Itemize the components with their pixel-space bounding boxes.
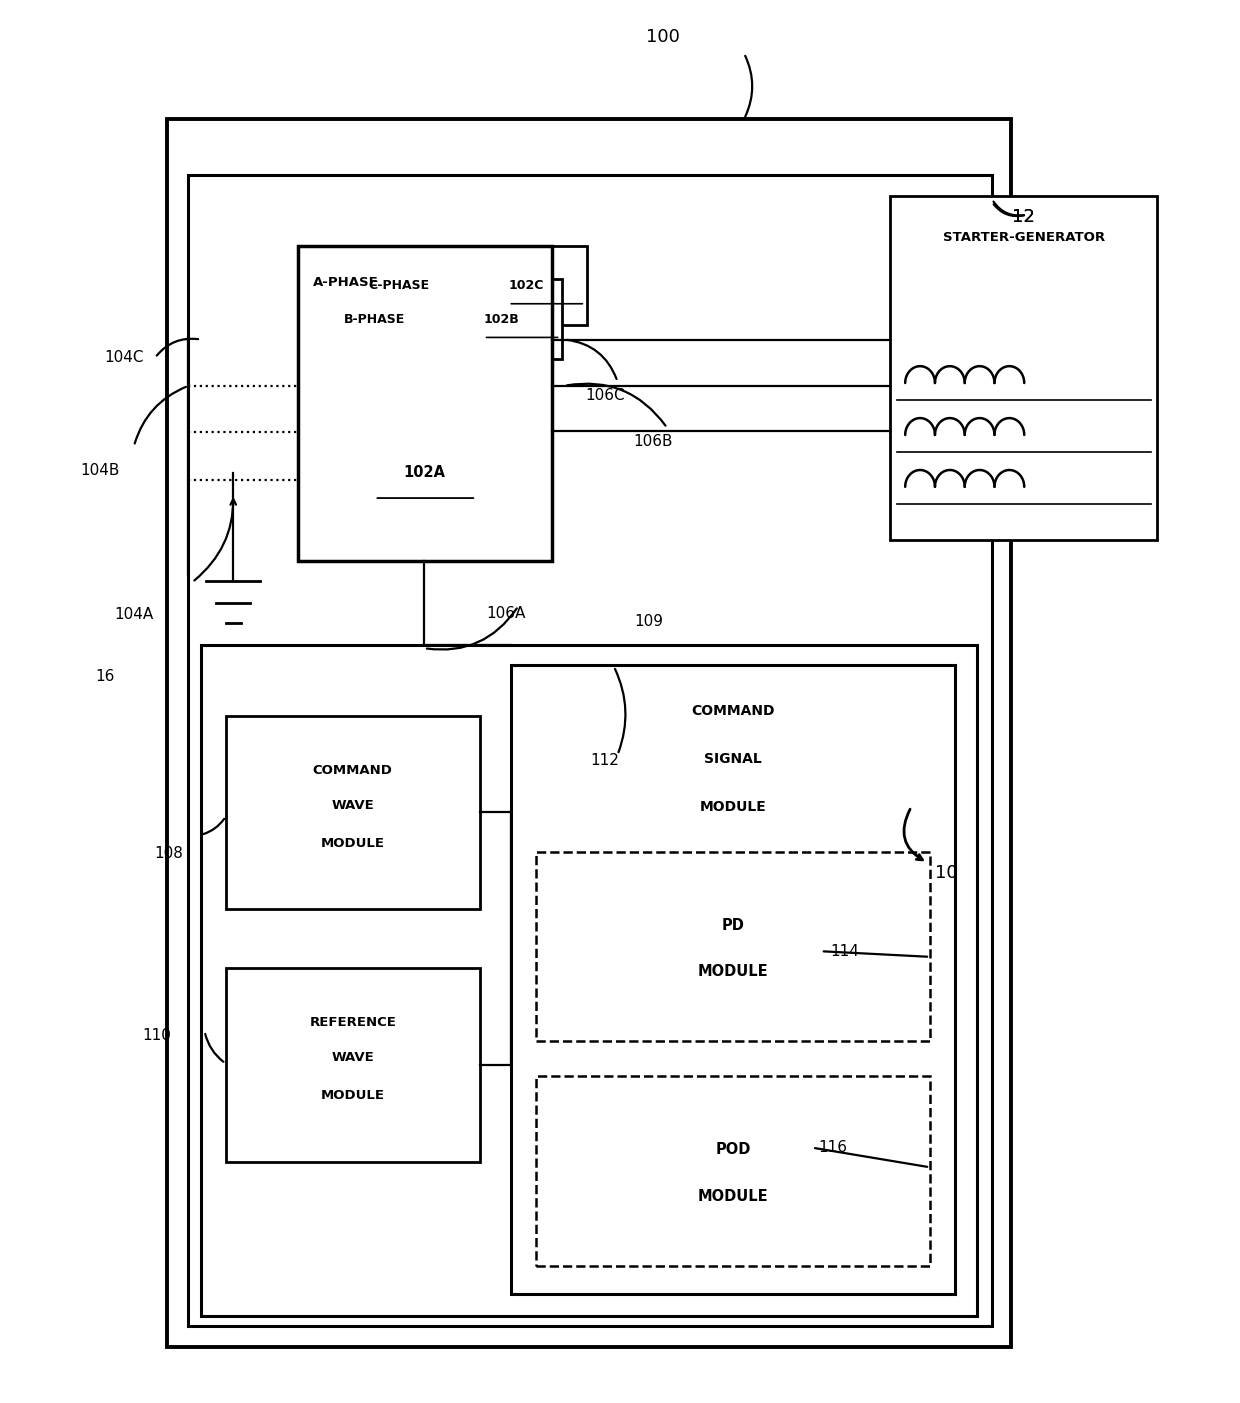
Text: 102C: 102C: [508, 279, 544, 292]
Text: 16: 16: [95, 669, 115, 683]
Bar: [201, 645, 977, 1316]
Text: 104C: 104C: [104, 351, 144, 365]
Text: MODULE: MODULE: [321, 836, 384, 850]
Text: STARTER-GENERATOR: STARTER-GENERATOR: [942, 231, 1105, 244]
Text: 10: 10: [935, 864, 957, 881]
Text: 106C: 106C: [585, 389, 625, 403]
Text: 104B: 104B: [81, 463, 120, 477]
Text: 100: 100: [646, 28, 681, 46]
Bar: [226, 716, 480, 909]
Bar: [536, 1076, 930, 1266]
Text: 112: 112: [590, 753, 620, 767]
Text: PD: PD: [722, 918, 744, 933]
Text: B-PHASE: B-PHASE: [343, 313, 404, 325]
Text: 109: 109: [634, 615, 663, 629]
Text: COMMAND: COMMAND: [691, 704, 775, 718]
Text: 108: 108: [155, 846, 184, 860]
Text: 102A: 102A: [404, 464, 445, 480]
Text: 12: 12: [1012, 209, 1034, 226]
Bar: [167, 119, 1011, 1347]
Text: MODULE: MODULE: [321, 1089, 384, 1103]
Text: POD: POD: [715, 1142, 750, 1157]
Bar: [226, 968, 480, 1162]
Text: C-PHASE: C-PHASE: [368, 279, 429, 292]
Text: REFERENCE: REFERENCE: [309, 1016, 397, 1030]
Bar: [353, 246, 587, 325]
Text: WAVE: WAVE: [331, 798, 374, 812]
Text: 110: 110: [143, 1028, 171, 1042]
Text: 106B: 106B: [634, 435, 673, 449]
Text: WAVE: WAVE: [331, 1051, 374, 1065]
Bar: [536, 852, 930, 1041]
Text: COMMAND: COMMAND: [312, 763, 393, 777]
Text: 102B: 102B: [484, 313, 520, 325]
Text: MODULE: MODULE: [698, 964, 768, 979]
Text: 116: 116: [818, 1141, 847, 1155]
Text: A-PHASE: A-PHASE: [312, 276, 378, 289]
Text: 114: 114: [831, 944, 859, 958]
Text: MODULE: MODULE: [698, 1188, 768, 1204]
Bar: [329, 279, 562, 359]
Text: MODULE: MODULE: [699, 800, 766, 814]
Bar: [298, 246, 552, 561]
Text: 106A: 106A: [486, 606, 526, 620]
Bar: [890, 196, 1157, 540]
Bar: [188, 175, 992, 1326]
Text: 12: 12: [1012, 209, 1034, 226]
Text: SIGNAL: SIGNAL: [704, 752, 761, 766]
Text: 104A: 104A: [114, 607, 154, 622]
Bar: [511, 665, 955, 1294]
